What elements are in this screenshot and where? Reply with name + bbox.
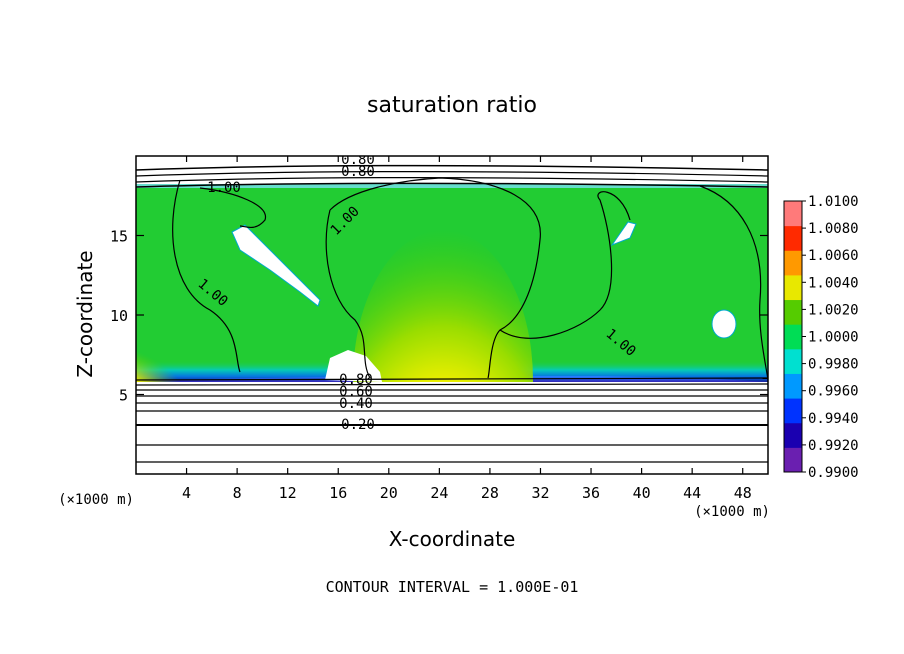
x-tick-label: 44 — [683, 484, 701, 502]
colorbar-swatch — [784, 422, 802, 448]
upper-cyan-fringe — [136, 184, 768, 188]
colorbar-swatch — [784, 324, 802, 350]
subsaturated-base — [136, 382, 768, 474]
x-unit-label-left: (×1000 m) — [58, 492, 134, 508]
contour-label: 1.00 — [207, 180, 241, 196]
plot-area: 0.80 0.80 1.00 1.00 1.00 1.00 0.80 0.60 … — [110, 152, 769, 502]
white-pocket-left — [231, 224, 321, 307]
colorbar-label: 1.0080 — [808, 221, 859, 237]
y-tick-label: 10 — [110, 307, 128, 325]
y-tick-label: 5 — [119, 387, 128, 405]
x-tick-label: 28 — [481, 484, 499, 502]
colorbar-label: 1.0020 — [808, 302, 859, 318]
colorbar-swatch — [784, 225, 802, 251]
x-tick-label: 24 — [430, 484, 448, 502]
colorbar-swatch — [784, 250, 802, 276]
colorbar-label: 0.9960 — [808, 384, 859, 400]
contour-label: 0.60 — [339, 384, 373, 400]
white-pocket-east — [711, 309, 737, 339]
x-tick-label: 4 — [182, 484, 191, 502]
x-tick-label: 32 — [531, 484, 549, 502]
colorbar-swatch — [784, 274, 802, 301]
contour-label: 0.20 — [341, 417, 375, 433]
colorbar-swatch — [784, 398, 802, 424]
colorbar: 0.9900 0.9920 0.9940 0.9960 0.9980 1.0000 1.00… — [783, 194, 859, 481]
x-unit-label-right: (×1000 m) — [694, 504, 770, 520]
y-tick-label: 15 — [110, 228, 128, 246]
x-tick-label: 12 — [279, 484, 297, 502]
colorbar-swatch — [784, 299, 802, 325]
white-pocket-right — [610, 221, 637, 247]
x-axis-label: X-coordinate — [389, 527, 516, 551]
colorbar-swatch — [784, 447, 802, 473]
colorbar-label: 0.9940 — [808, 411, 859, 427]
x-tick-label: 48 — [734, 484, 752, 502]
colorbar-label: 1.0100 — [808, 194, 859, 210]
x-tick-label: 8 — [233, 484, 242, 502]
colorbar-swatch — [784, 201, 802, 227]
colorbar-label: 1.0060 — [808, 248, 859, 264]
y-axis: 5 10 15 — [110, 228, 768, 405]
x-tick-label: 36 — [582, 484, 600, 502]
colorbar-label: 1.0040 — [808, 275, 859, 291]
colorbar-swatch — [784, 348, 802, 374]
contour-interval-note: CONTOUR INTERVAL = 1.000E-01 — [326, 578, 579, 596]
colorbar-swatch — [784, 373, 802, 399]
y-axis-label: Z-coordinate — [73, 250, 97, 377]
contour-label: 0.80 — [341, 164, 375, 180]
x-tick-label: 40 — [633, 484, 651, 502]
x-axis: 4 8 12 16 20 24 28 32 36 40 44 48 — [182, 156, 752, 502]
colorbar-label: 1.0000 — [808, 330, 859, 346]
chart-title: saturation ratio — [367, 93, 537, 118]
colorbar-label: 0.9980 — [808, 357, 859, 373]
heatmap-field: 0.80 0.80 1.00 1.00 1.00 1.00 0.80 0.60 … — [136, 152, 768, 474]
contour-label: 0.80 — [339, 372, 373, 388]
colorbar-label: 0.9900 — [808, 465, 859, 481]
contour-label: 0.80 — [341, 152, 375, 168]
x-tick-label: 20 — [380, 484, 398, 502]
x-tick-label: 16 — [329, 484, 347, 502]
colorbar-label: 0.9920 — [808, 438, 859, 454]
contour-label: 0.40 — [339, 396, 373, 412]
